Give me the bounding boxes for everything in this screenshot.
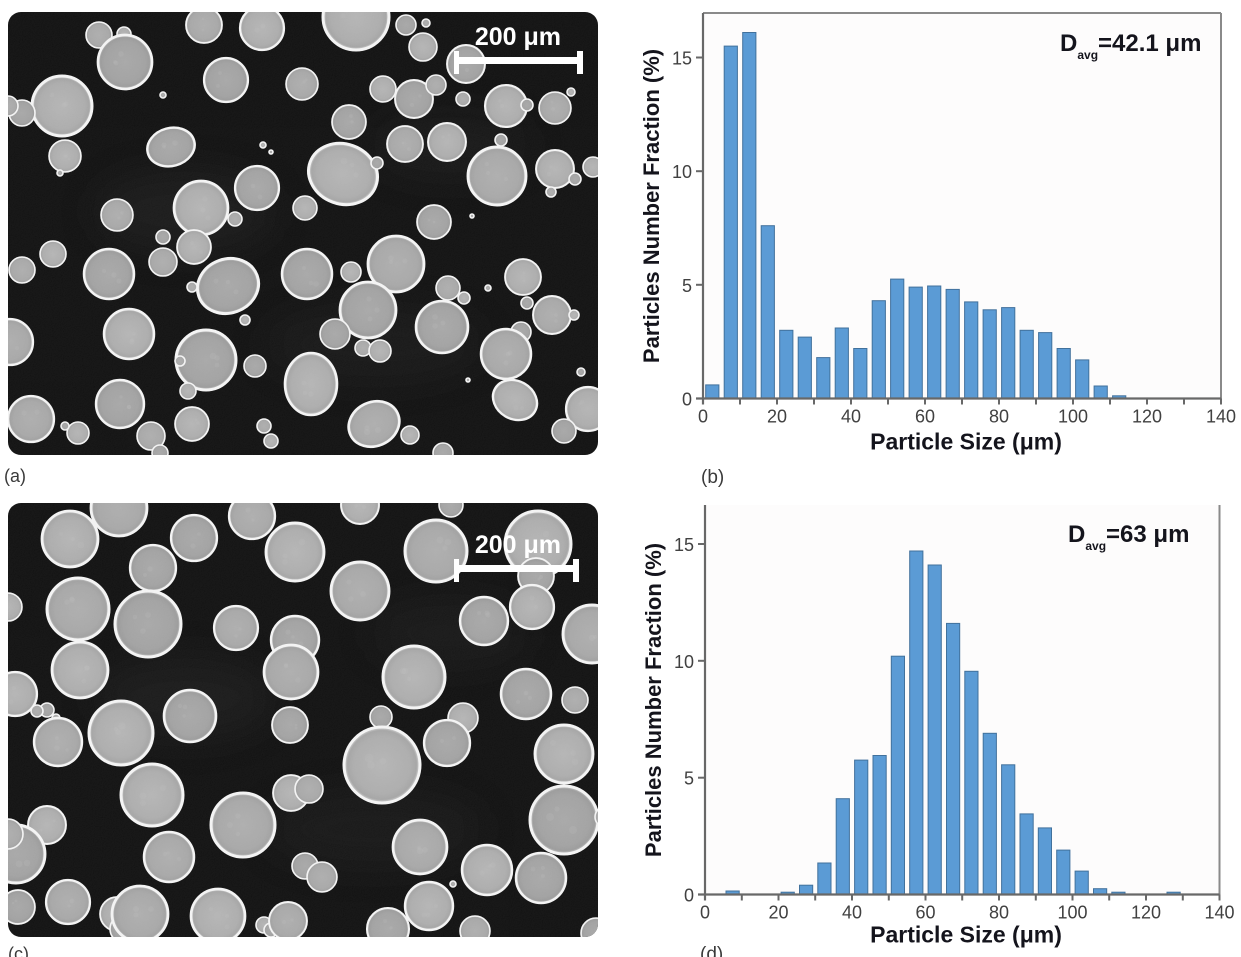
svg-text:0: 0 bbox=[684, 886, 694, 906]
svg-text:20: 20 bbox=[768, 903, 788, 923]
svg-text:0: 0 bbox=[698, 407, 708, 427]
svg-text:Particle Size (μm): Particle Size (μm) bbox=[870, 922, 1062, 948]
svg-text:0: 0 bbox=[682, 390, 692, 410]
svg-text:20: 20 bbox=[767, 407, 787, 427]
svg-text:140: 140 bbox=[1206, 407, 1236, 427]
svg-text:100: 100 bbox=[1057, 903, 1087, 923]
svg-text:10: 10 bbox=[672, 162, 692, 182]
svg-text:Particles Number Fraction (%): Particles Number Fraction (%) bbox=[641, 543, 666, 857]
svg-text:80: 80 bbox=[989, 407, 1009, 427]
svg-text:60: 60 bbox=[915, 407, 935, 427]
svg-text:5: 5 bbox=[684, 769, 694, 789]
svg-text:15: 15 bbox=[672, 49, 692, 69]
svg-text:80: 80 bbox=[989, 903, 1009, 923]
svg-text:10: 10 bbox=[674, 652, 694, 672]
svg-text:(d): (d) bbox=[700, 944, 723, 957]
svg-text:0: 0 bbox=[700, 903, 710, 923]
svg-text:40: 40 bbox=[841, 407, 861, 427]
svg-text:Particle Size (μm): Particle Size (μm) bbox=[870, 429, 1062, 455]
svg-text:40: 40 bbox=[842, 903, 862, 923]
svg-text:120: 120 bbox=[1131, 903, 1161, 923]
svg-text:15: 15 bbox=[674, 535, 694, 555]
svg-text:(b): (b) bbox=[701, 467, 724, 488]
svg-text:140: 140 bbox=[1204, 903, 1234, 923]
svg-text:100: 100 bbox=[1058, 407, 1088, 427]
svg-text:Particles Number Fraction (%): Particles Number Fraction (%) bbox=[639, 49, 664, 363]
svg-text:120: 120 bbox=[1132, 407, 1162, 427]
svg-text:60: 60 bbox=[915, 903, 935, 923]
svg-text:5: 5 bbox=[682, 276, 692, 296]
